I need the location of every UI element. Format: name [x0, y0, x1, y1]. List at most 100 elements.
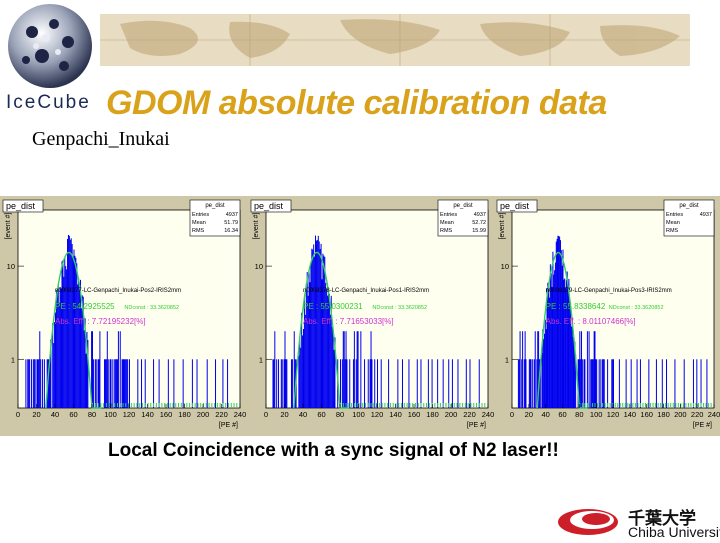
y-tick-label: 10	[255, 262, 263, 271]
background-mark	[431, 403, 433, 407]
histogram-bar	[319, 248, 321, 408]
background-mark	[409, 403, 411, 407]
histogram-bar	[523, 359, 525, 408]
histogram-bar	[82, 296, 84, 408]
background-mark	[680, 403, 682, 407]
background-mark	[670, 403, 672, 407]
histogram-bar	[320, 243, 322, 408]
histogram-bar	[65, 266, 67, 408]
histogram-bar	[115, 359, 117, 408]
histogram-bar	[306, 272, 308, 408]
histogram-bar	[525, 359, 527, 408]
background-mark	[367, 403, 369, 407]
background-mark	[119, 403, 121, 407]
background-mark	[464, 403, 466, 407]
background-mark	[225, 403, 227, 407]
histogram-bar	[534, 331, 536, 408]
histogram-bar	[683, 359, 685, 408]
histogram-bar	[273, 359, 275, 408]
background-mark	[97, 403, 99, 407]
histogram-bar	[533, 359, 535, 408]
histogram-bar	[67, 234, 69, 408]
histogram-bar	[465, 359, 467, 408]
run-label: n0008378-LC-Genpachi_Inukai-Pos1-IRIS2mm	[303, 288, 429, 294]
background-mark	[619, 403, 621, 407]
efficiency-label: Abs. Eff. : 8.01107466[%]	[546, 317, 636, 326]
background-mark	[351, 403, 353, 407]
histogram-bar	[304, 314, 306, 408]
background-mark	[144, 403, 146, 407]
x-tick-label: 0	[16, 410, 20, 419]
background-mark	[624, 403, 626, 407]
histogram-bar	[61, 261, 63, 408]
histogram-bar	[75, 257, 77, 408]
stats-box	[189, 199, 241, 237]
background-mark	[216, 403, 218, 407]
histogram-bar	[69, 239, 71, 408]
university-name-en: Chiba University	[628, 524, 720, 540]
histogram-bar	[457, 359, 459, 408]
histogram-bar	[327, 295, 329, 408]
background-mark	[473, 403, 475, 407]
background-mark	[437, 403, 439, 407]
x-tick-label: 200	[445, 410, 458, 419]
histogram-bar	[39, 331, 41, 408]
histogram-bar	[537, 331, 539, 408]
background-mark	[172, 403, 174, 407]
title-box	[250, 199, 292, 213]
background-mark	[586, 403, 588, 407]
background-mark	[612, 403, 614, 407]
histogram-bar	[554, 270, 556, 408]
histogram-bar	[374, 359, 376, 408]
histogram-bar	[309, 282, 311, 408]
histogram-bar	[566, 271, 568, 408]
histogram-bar	[71, 243, 73, 408]
histogram-bar	[325, 282, 327, 408]
histogram-bar	[572, 336, 574, 408]
stats-rms-label: RMS	[440, 228, 453, 234]
histogram-bar	[692, 359, 694, 408]
histogram-bar	[314, 256, 316, 408]
x-tick-label: 0	[264, 410, 268, 419]
histogram-bar	[62, 260, 64, 408]
x-tick-label: 40	[541, 410, 549, 419]
background-mark	[672, 403, 674, 407]
histogram-bar	[524, 331, 526, 408]
histogram-bar	[420, 359, 422, 408]
background-mark	[147, 403, 149, 407]
fit-label: PE : 55.8338642	[546, 302, 606, 311]
histogram-bar	[593, 331, 595, 408]
background-mark	[392, 403, 394, 407]
x-tick-label: 240	[482, 410, 494, 419]
histogram-bar	[77, 284, 79, 408]
histogram-bar	[302, 335, 304, 408]
histogram-bar	[323, 255, 325, 408]
histogram-bar	[369, 359, 371, 408]
histogram-panels: pe_dist pe_dist Entries 4937 Mean 51.79 RMS 16.…	[0, 196, 720, 436]
histogram-bar	[158, 359, 160, 408]
histogram-bar	[529, 359, 531, 408]
background-mark	[161, 403, 163, 407]
histogram-bar	[541, 353, 543, 408]
histogram-bar	[84, 318, 86, 408]
background-mark	[637, 403, 639, 407]
background-mark	[662, 403, 664, 407]
histogram-bar	[546, 288, 548, 408]
x-tick-label: 220	[691, 410, 704, 419]
histogram-bar	[315, 240, 317, 408]
histogram-bar	[28, 359, 30, 408]
histogram-bar	[591, 359, 593, 408]
fit-label: PE : 55.0300231	[303, 302, 363, 311]
background-mark	[642, 403, 644, 407]
histogram-bar	[548, 285, 550, 408]
x-tick-label: 240	[708, 410, 720, 419]
x-tick-label: 40	[299, 410, 307, 419]
histogram-bar	[37, 359, 39, 408]
histogram-bar	[125, 359, 127, 408]
x-tick-label: 60	[558, 410, 566, 419]
background-mark	[92, 403, 93, 407]
histogram-bar	[588, 331, 590, 408]
histogram-bar	[581, 331, 583, 408]
ndf-label: NDconst : 33.3620852	[609, 305, 664, 311]
histogram-bar	[603, 359, 605, 408]
